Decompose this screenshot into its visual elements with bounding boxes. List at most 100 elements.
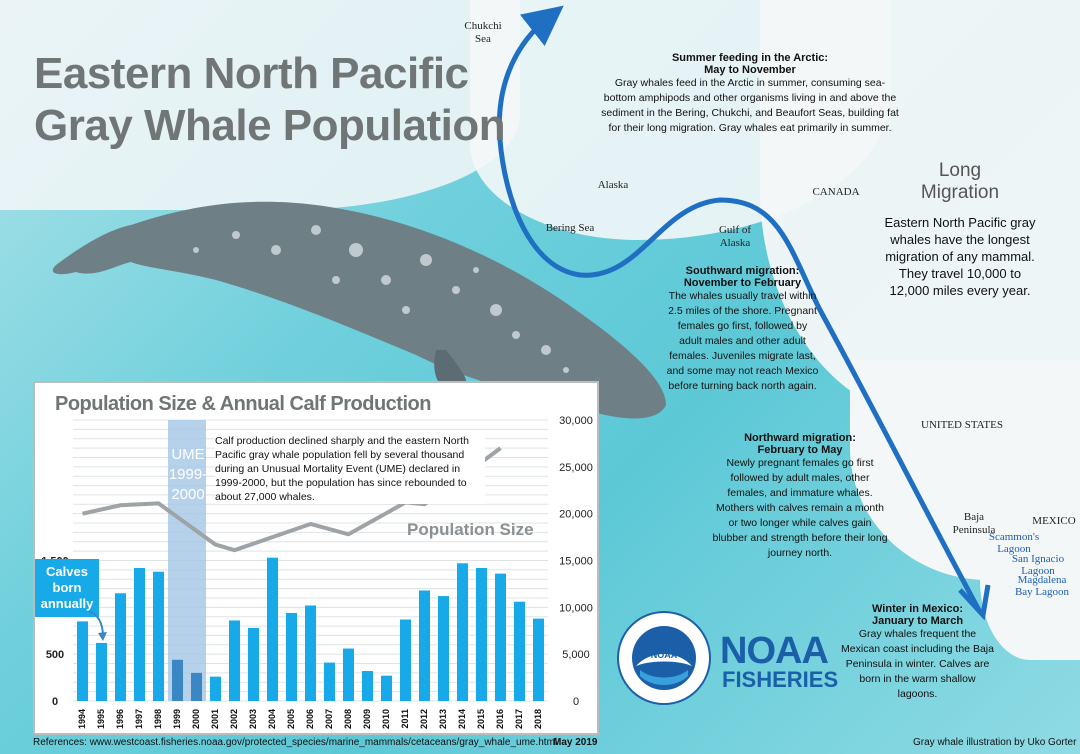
left-tick-500: 500	[46, 649, 64, 661]
calf-bar-2011	[399, 619, 412, 701]
population-size-label: Population Size	[407, 520, 534, 539]
label-mexico: MEXICO	[1032, 515, 1076, 527]
calf-bar-2018	[532, 618, 545, 701]
x-tick-2011: 2011	[400, 709, 410, 729]
x-tick-2007: 2007	[324, 709, 334, 729]
northward-heading-2: February to May	[757, 444, 843, 456]
date-text: May 2019	[553, 737, 598, 748]
whale-body	[52, 201, 667, 419]
x-tick-2004: 2004	[267, 709, 277, 729]
southward-body: The whales usually travel within 2.5 mil…	[666, 290, 819, 392]
right-tick-5,000: 5,000	[562, 649, 590, 661]
calf-bar-2008	[342, 648, 355, 701]
population-chart-panel: 1994 1995 1996 1997 1998 1999 2000 2001 2002 2003…	[33, 381, 599, 735]
x-tick-2017: 2017	[514, 709, 524, 729]
calf-bar-2015	[475, 567, 488, 701]
winter-body: Gray whales frequent the Mexican coast i…	[841, 628, 994, 700]
x-tick-2010: 2010	[381, 709, 391, 729]
summer-feeding-text: Summer feeding in the Arctic: May to Nov…	[600, 52, 900, 136]
southward-heading-2: November to February	[683, 277, 802, 289]
land-canada	[760, 0, 1080, 420]
x-tick-1994: 1994	[77, 709, 87, 729]
land-mexico	[980, 500, 1080, 660]
calf-bar-1997	[133, 567, 146, 701]
calf-bar-2012	[418, 590, 431, 701]
x-tick-1995: 1995	[96, 709, 106, 729]
whale-spots	[193, 225, 569, 373]
ume-band	[168, 420, 206, 701]
noaa-seal-logo: NOAA	[617, 611, 711, 705]
label-alaska: Alaska	[597, 179, 629, 191]
summer-heading-2: May to November	[704, 64, 796, 76]
calf-bar-2004	[266, 557, 279, 701]
summer-heading-1: Summer feeding in the Arctic:	[671, 52, 829, 64]
x-tick-1997: 1997	[134, 709, 144, 729]
calf-bar-2009	[361, 671, 374, 701]
references-text: References: www.westcoast.fisheries.noaa…	[33, 737, 558, 748]
right-tick-15,000: 15,000	[559, 556, 593, 568]
right-tick-20,000: 20,000	[559, 509, 593, 521]
fisheries-wordmark: FISHERIES	[722, 667, 839, 692]
x-tick-2002: 2002	[229, 709, 239, 729]
x-tick-2013: 2013	[438, 709, 448, 729]
route-arrow-south	[958, 584, 991, 621]
land-russia	[0, 0, 520, 210]
ume-band-label: UME 1999-2000	[168, 446, 208, 503]
calf-bar-2016	[494, 573, 507, 701]
title-line-1: Eastern North Pacific	[34, 49, 469, 98]
calf-bar-1994	[76, 621, 89, 701]
calf-bar-2007	[323, 662, 336, 701]
calf-bar-2017	[513, 601, 526, 701]
calf-bar-2003	[247, 627, 260, 701]
x-tick-2016: 2016	[495, 709, 505, 729]
right-tick-25,000: 25,000	[559, 462, 593, 474]
x-tick-1996: 1996	[115, 709, 125, 729]
northward-migration-text: Northward migration: February to May New…	[710, 432, 890, 561]
x-tick-1998: 1998	[153, 709, 163, 729]
chart-title: Population Size & Annual Calf Production	[55, 393, 431, 415]
calves-pointer-arrow	[88, 610, 107, 641]
label-baja-peninsula: Baja Peninsula	[952, 511, 996, 536]
label-magdalena-bay-lagoon: Magdalena Bay Lagoon	[1014, 574, 1070, 598]
x-tick-2012: 2012	[419, 709, 429, 729]
x-tick-2003: 2003	[248, 709, 258, 729]
calf-bar-2002	[228, 620, 241, 701]
calf-bar-2005	[285, 612, 298, 701]
calf-bar-2013	[437, 596, 450, 701]
winter-mexico-text: Winter in Mexico: January to March Gray …	[840, 603, 995, 702]
x-tick-2000: 2000	[191, 709, 201, 729]
chart-annotation: Calf production declined sharply and the…	[215, 434, 485, 504]
x-tick-2006: 2006	[305, 709, 315, 729]
calf-bar-1996	[114, 593, 127, 701]
x-tick-2009: 2009	[362, 709, 372, 729]
summer-body: Gray whales feed in the Arctic in summer…	[601, 77, 899, 134]
calf-bar-2000	[190, 672, 203, 701]
x-tick-2018: 2018	[533, 709, 543, 729]
southward-heading-1: Southward migration:	[685, 265, 800, 277]
label-chukchi-sea: Chukchi Sea	[464, 20, 502, 45]
page-title: Eastern North Pacific Gray Whale Populat…	[34, 48, 506, 152]
x-tick-2001: 2001	[210, 709, 220, 729]
noaa-wordmark: NOAA	[720, 630, 829, 672]
calf-bar-2010	[380, 675, 393, 701]
label-scammons-lagoon: Scammon's Lagoon	[988, 531, 1040, 555]
winter-heading-2: January to March	[871, 615, 964, 627]
northward-heading-1: Northward migration:	[744, 432, 856, 444]
title-line-2: Gray Whale Population	[34, 101, 506, 150]
northward-body: Newly pregnant females go first followed…	[712, 457, 888, 559]
right-tick-10,000: 10,000	[559, 602, 593, 614]
x-tick-2008: 2008	[343, 709, 353, 729]
long-migration-body: Eastern North Pacific gray whales have t…	[884, 215, 1036, 298]
calf-bar-1995	[95, 642, 108, 701]
long-migration-heading: Long Migration	[920, 160, 1000, 203]
calf-bar-1999	[171, 659, 184, 701]
label-gulf-of-alaska: Gulf of Alaska	[718, 224, 752, 249]
x-tick-1999: 1999	[172, 709, 182, 729]
winter-heading-1: Winter in Mexico:	[872, 603, 963, 615]
calves-label: Calves born annually	[35, 559, 99, 617]
long-migration-block: Long Migration Eastern North Pacific gra…	[880, 160, 1040, 299]
label-united-states: UNITED STATES	[921, 419, 1003, 431]
label-bering-sea: Bering Sea	[545, 222, 595, 234]
right-tick-0: 0	[573, 696, 579, 708]
